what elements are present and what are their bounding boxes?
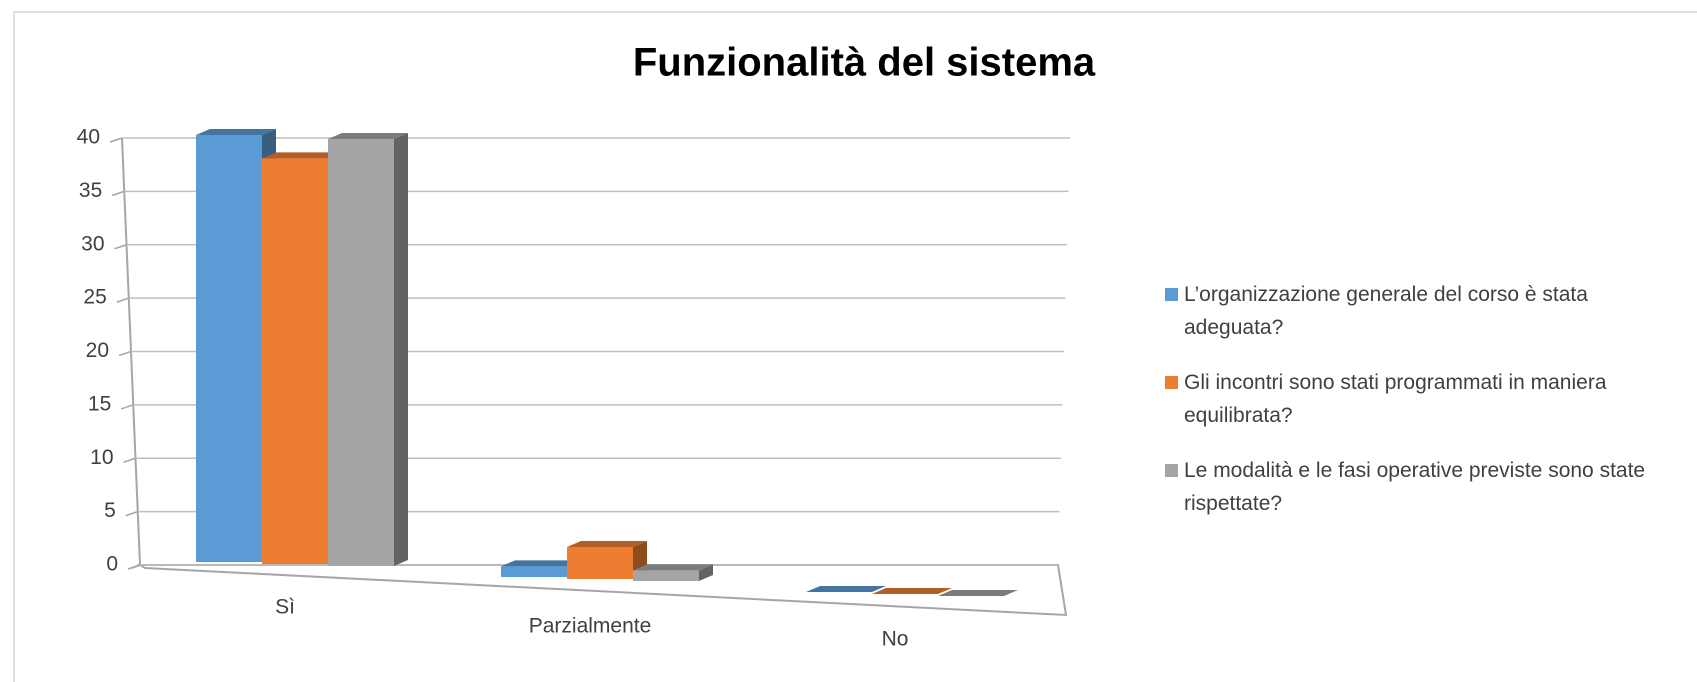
legend: L’organizzazione generale del corso è st… xyxy=(1165,278,1685,542)
chart-title: Funzionalità del sistema xyxy=(633,41,1096,85)
y-tick-label: 15 xyxy=(88,392,111,415)
tick-mark xyxy=(123,457,136,463)
bar-face xyxy=(262,158,328,564)
bar xyxy=(328,133,408,566)
bar-face xyxy=(806,586,886,592)
bar-face xyxy=(872,588,952,594)
bar xyxy=(806,586,886,592)
tick-mark xyxy=(112,190,125,197)
tick-mark xyxy=(127,564,141,570)
bar-face xyxy=(501,566,567,577)
legend-label: Le modalità e le fasi operative previste… xyxy=(1184,459,1646,515)
tick-mark xyxy=(118,350,132,357)
bar xyxy=(633,564,713,581)
legend-label: L’organizzazione generale del corso è st… xyxy=(1184,283,1588,339)
bar-face xyxy=(394,133,408,566)
legend-label: Gli incontri sono stati programmati in m… xyxy=(1184,371,1607,427)
tick-mark xyxy=(121,404,134,410)
y-tick-label: 20 xyxy=(86,339,109,362)
x-tick-label: No xyxy=(882,628,909,651)
bar-face xyxy=(699,564,713,581)
legend-item: Le modalità e le fasi operative previste… xyxy=(1165,454,1685,520)
x-tick-label: Parzialmente xyxy=(529,615,652,638)
x-tick-label: Sì xyxy=(275,596,295,619)
y-tick-label: 30 xyxy=(81,232,104,255)
bar-face xyxy=(328,139,394,566)
bar-face xyxy=(196,135,262,562)
legend-swatch xyxy=(1165,288,1178,301)
y-tick-label: 5 xyxy=(104,499,116,522)
y-tick-label: 25 xyxy=(83,286,106,309)
bar-face xyxy=(328,133,408,139)
y-tick-label: 40 xyxy=(77,126,100,149)
bar-face xyxy=(567,546,633,579)
bar-face xyxy=(567,540,647,547)
bar-face xyxy=(938,590,1018,596)
bar xyxy=(872,588,952,594)
tick-mark xyxy=(125,510,138,517)
legend-swatch xyxy=(1165,464,1178,477)
chart-border xyxy=(13,11,1697,682)
bar-face xyxy=(196,129,276,135)
legend-swatch xyxy=(1165,376,1178,389)
legend-item: Gli incontri sono stati programmati in m… xyxy=(1165,366,1685,432)
bar-face xyxy=(262,152,342,159)
bar-face xyxy=(633,564,713,571)
legend-item: L’organizzazione generale del corso è st… xyxy=(1165,278,1685,344)
y-tick-label: 0 xyxy=(106,553,118,576)
tick-mark xyxy=(114,244,127,250)
bar-face xyxy=(633,570,699,581)
tick-mark xyxy=(109,137,123,143)
bar xyxy=(938,590,1018,596)
y-tick-label: 35 xyxy=(79,179,102,202)
bar-face xyxy=(501,560,581,567)
y-tick-label: 10 xyxy=(90,446,113,469)
tick-mark xyxy=(116,297,129,303)
